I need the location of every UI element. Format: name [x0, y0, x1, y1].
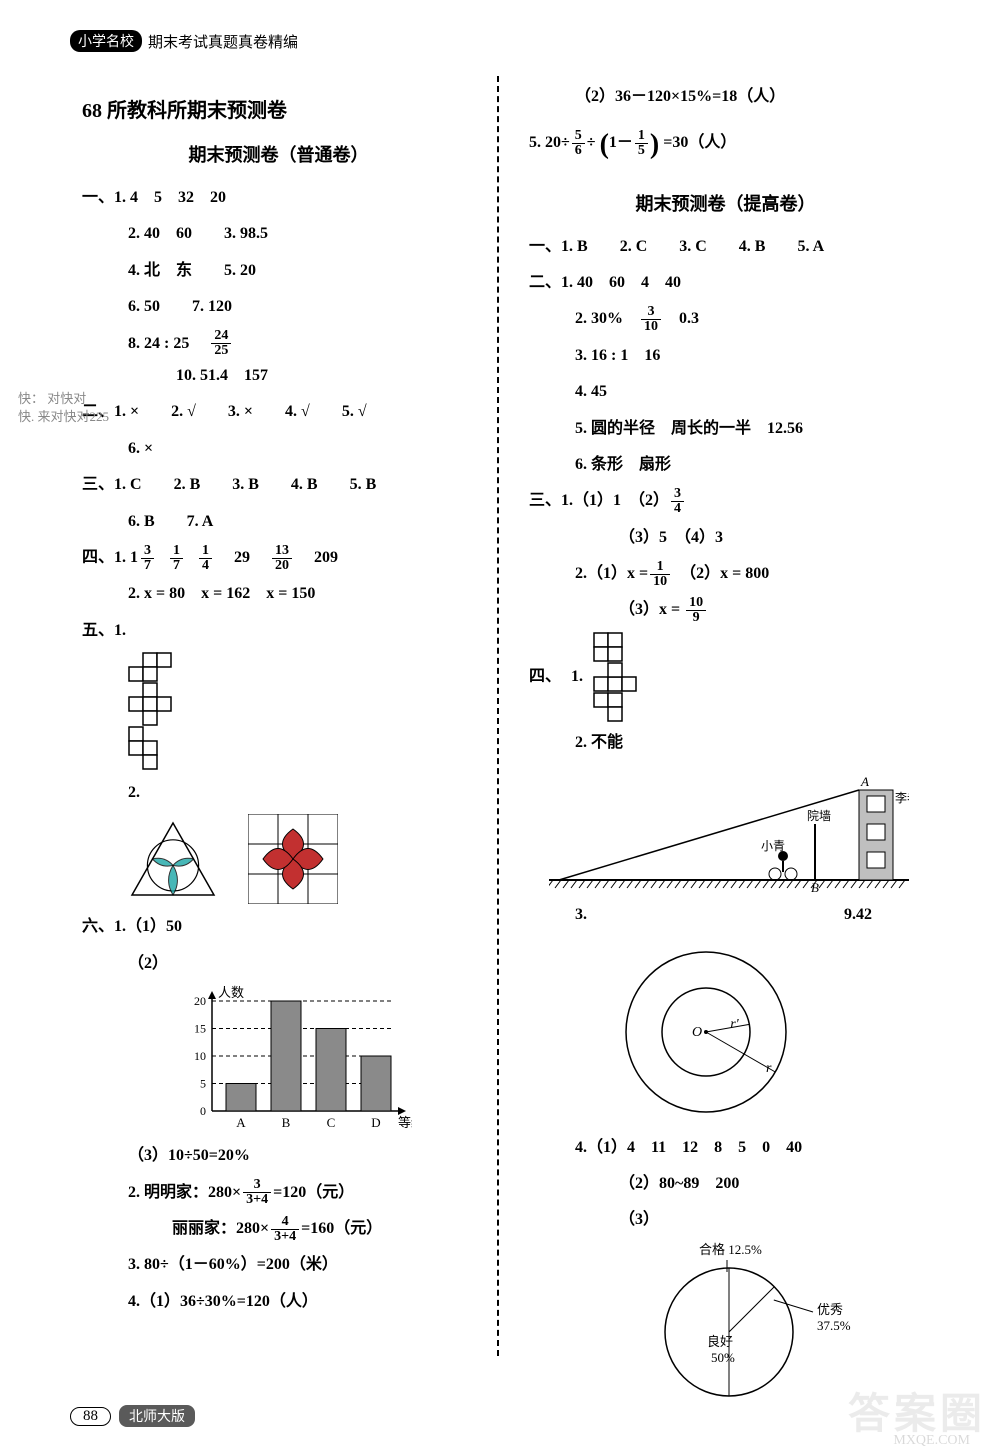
- columns: 68 所教科所期末预测卷 期末预测卷（普通卷） 一、1. 4 5 32 20 2…: [70, 76, 940, 1356]
- right-subtitle: 期末预测卷（提高卷）: [529, 190, 922, 216]
- svg-text:15: 15: [194, 1022, 206, 1036]
- svg-text:37.5%: 37.5%: [817, 1318, 851, 1333]
- watermark-url: MXQE.COM: [893, 1433, 970, 1449]
- svg-text:B: B: [811, 880, 819, 894]
- flower-figure: [248, 814, 338, 904]
- svg-text:10: 10: [194, 1049, 206, 1063]
- svg-text:优秀: 优秀: [817, 1302, 843, 1317]
- svg-text:B: B: [282, 1115, 291, 1130]
- svg-text:r': r': [730, 1017, 739, 1032]
- svg-text:人数: 人数: [218, 985, 244, 1000]
- svg-text:5: 5: [200, 1077, 206, 1091]
- version-badge: 北师大版: [119, 1405, 195, 1427]
- svg-text:等级: 等级: [398, 1115, 412, 1130]
- sec-label: 一、: [82, 189, 114, 206]
- right-column: （2）36－120×15%=18（人） 5. 20÷56÷ (1－15) =30…: [499, 76, 940, 1356]
- svg-text:良好: 良好: [707, 1334, 733, 1349]
- svg-text:20: 20: [194, 994, 206, 1008]
- left-column: 68 所教科所期末预测卷 期末预测卷（普通卷） 一、1. 4 5 32 20 2…: [70, 76, 499, 1356]
- polyomino-row-right: [593, 632, 651, 722]
- left-title: 68 所教科所期末预测卷: [82, 94, 475, 123]
- circle-diagram: Or' r: [606, 937, 846, 1127]
- left-subtitle: 期末预测卷（普通卷）: [82, 141, 475, 167]
- svg-text:50%: 50%: [711, 1350, 735, 1365]
- top-header: 小学名校 期末考试真题真卷精编: [70, 30, 940, 52]
- slope-diagram: A B 小青 院墙 李老师: [549, 764, 909, 894]
- svg-text:A: A: [236, 1115, 246, 1130]
- bar-chart-wrap: 5 10 15 20 0 人数 A B C D 等级: [82, 985, 475, 1135]
- bar-chart: 5 10 15 20 0 人数 A B C D 等级: [172, 985, 412, 1135]
- svg-text:0: 0: [200, 1104, 206, 1118]
- header-badge: 小学名校: [70, 30, 142, 52]
- page: 小学名校 期末考试真题真卷精编 快： 对快对 快. 来对快对225 68 所教科…: [0, 0, 1000, 1455]
- watermark-big: 答案圈: [848, 1380, 986, 1441]
- svg-text:院墙: 院墙: [807, 809, 831, 823]
- polyomino-row: [82, 652, 475, 770]
- header-text: 期末考试真题真卷精编: [148, 31, 298, 52]
- svg-text:李老师: 李老师: [895, 790, 909, 805]
- svg-text:合格 12.5%: 合格 12.5%: [699, 1242, 762, 1257]
- svg-text:C: C: [327, 1115, 336, 1130]
- shapes-row: [82, 814, 475, 904]
- svg-text:A: A: [860, 774, 869, 789]
- svg-text:r: r: [766, 1061, 772, 1076]
- svg-text:小青: 小青: [761, 839, 785, 853]
- svg-text:D: D: [371, 1115, 380, 1130]
- page-number: 88: [70, 1407, 111, 1426]
- footer: 88 北师大版: [70, 1405, 195, 1427]
- triangle-figure: [128, 819, 218, 899]
- side-watermark: 快： 对快对 快. 来对快对225: [18, 390, 109, 426]
- svg-text:O: O: [692, 1025, 702, 1040]
